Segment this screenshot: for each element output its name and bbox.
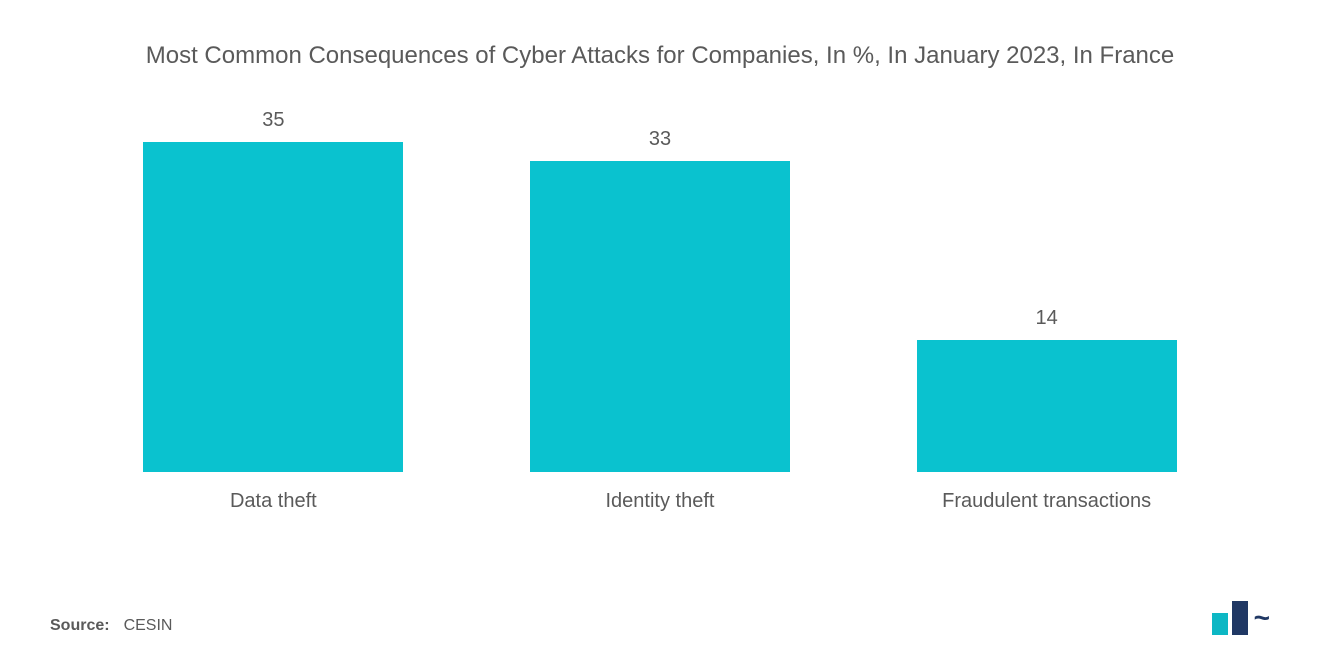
bar-value-label-1: 33: [649, 128, 671, 151]
bar-group-2: 14: [897, 307, 1197, 472]
chart-plot-area: 35 33 14 Data theft Identity theft Fraud…: [50, 132, 1270, 552]
logo-bar-tall: [1232, 601, 1248, 635]
category-label-2: Fraudulent transactions: [897, 490, 1197, 513]
source-name: CESIN: [124, 617, 173, 635]
source-footer: Source: CESIN: [50, 617, 172, 635]
logo-bar-short: [1212, 613, 1228, 635]
category-label-1: Identity theft: [510, 490, 810, 513]
bar-2: [917, 340, 1177, 472]
bar-group-1: 33: [510, 128, 810, 473]
chart-title: Most Common Consequences of Cyber Attack…: [110, 40, 1210, 72]
category-label-0: Data theft: [123, 490, 423, 513]
bar-0: [143, 142, 403, 473]
bar-1: [530, 161, 790, 473]
category-row: Data theft Identity theft Fraudulent tra…: [50, 490, 1270, 513]
chart-container: Most Common Consequences of Cyber Attack…: [0, 0, 1320, 665]
bar-value-label-2: 14: [1036, 307, 1058, 330]
brand-logo: ~: [1212, 601, 1270, 635]
bar-group-0: 35: [123, 109, 423, 473]
source-label: Source:: [50, 617, 110, 635]
bars-row: 35 33 14: [50, 132, 1270, 472]
bar-value-label-0: 35: [262, 109, 284, 132]
logo-tilde-icon: ~: [1254, 611, 1270, 625]
